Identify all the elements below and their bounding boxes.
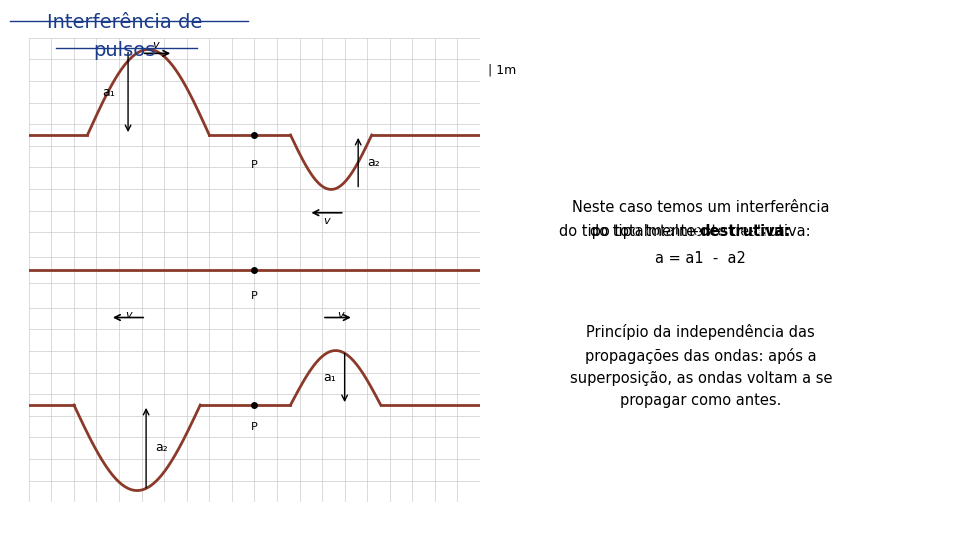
Text: a₂: a₂ bbox=[156, 441, 168, 454]
Text: v: v bbox=[324, 217, 330, 226]
Text: a₁: a₁ bbox=[102, 86, 114, 99]
Text: a₁: a₁ bbox=[323, 372, 336, 384]
Text: v: v bbox=[337, 310, 344, 320]
Text: | 1m: | 1m bbox=[488, 64, 516, 77]
Text: Neste caso temos um interferência: Neste caso temos um interferência bbox=[572, 200, 829, 215]
Text: a₂: a₂ bbox=[367, 156, 380, 168]
Text: pulsos: pulsos bbox=[94, 40, 156, 59]
Text: a = a1  -  a2: a = a1 - a2 bbox=[656, 251, 746, 266]
Text: P: P bbox=[251, 422, 258, 433]
Text: P: P bbox=[251, 291, 258, 301]
Text: do tipo totalmente: do tipo totalmente bbox=[631, 224, 771, 239]
Text: P: P bbox=[251, 160, 258, 170]
Text: Interferência de: Interferência de bbox=[47, 14, 203, 32]
Text: Princípio da independência das
propagações das ondas: após a
superposição, as on: Princípio da independência das propagaçõ… bbox=[569, 324, 832, 408]
Text: v: v bbox=[125, 310, 132, 320]
Text: v: v bbox=[152, 40, 158, 50]
Text: do tipo totalmente: do tipo totalmente bbox=[559, 224, 700, 239]
Text: do tipo totalmente destrutiva:: do tipo totalmente destrutiva: bbox=[590, 224, 811, 239]
Text: destrutiva:: destrutiva: bbox=[700, 224, 791, 239]
